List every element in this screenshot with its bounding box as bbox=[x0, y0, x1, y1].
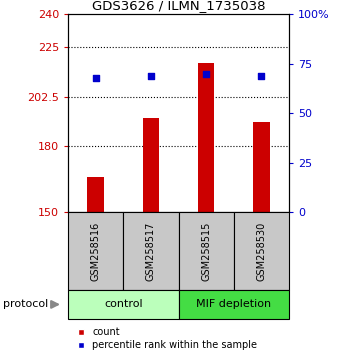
Text: GSM258516: GSM258516 bbox=[91, 222, 101, 281]
Bar bbox=[253, 122, 270, 212]
Bar bbox=[68, 212, 123, 290]
Text: protocol: protocol bbox=[3, 299, 49, 309]
Point bbox=[93, 75, 98, 80]
Text: GSM258515: GSM258515 bbox=[201, 222, 211, 281]
Bar bbox=[178, 212, 234, 290]
Text: GSM258530: GSM258530 bbox=[256, 222, 266, 281]
Bar bbox=[68, 290, 178, 319]
Title: GDS3626 / ILMN_1735038: GDS3626 / ILMN_1735038 bbox=[92, 0, 265, 12]
Text: control: control bbox=[104, 299, 142, 309]
Legend: count, percentile rank within the sample: count, percentile rank within the sample bbox=[73, 324, 261, 354]
Bar bbox=[234, 212, 289, 290]
Point bbox=[259, 73, 264, 79]
Point bbox=[148, 73, 154, 79]
Text: GSM258517: GSM258517 bbox=[146, 222, 156, 281]
Bar bbox=[87, 177, 104, 212]
Bar bbox=[142, 118, 159, 212]
Point bbox=[203, 71, 209, 76]
Text: MIF depletion: MIF depletion bbox=[196, 299, 271, 309]
Bar bbox=[178, 290, 289, 319]
Bar bbox=[198, 63, 215, 212]
Bar bbox=[123, 212, 178, 290]
